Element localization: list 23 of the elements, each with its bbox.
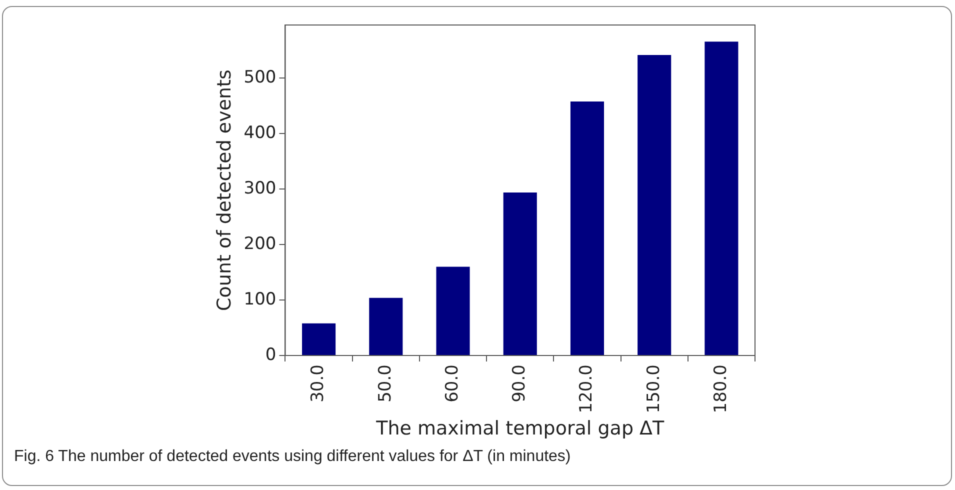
x-tick-label: 60.0: [442, 364, 462, 402]
bar: [436, 266, 470, 356]
y-tick-label: 500: [244, 68, 276, 88]
y-tick-label: 100: [244, 289, 276, 310]
x-tick-label: 120.0: [576, 364, 597, 414]
y-tick-label: 200: [244, 234, 276, 254]
x-axis-title: The maximal temporal gap ΔT: [375, 418, 665, 440]
x-tick-label: 90.0: [510, 364, 530, 402]
bar: [638, 54, 672, 356]
y-tick-label: 0: [265, 344, 276, 365]
x-tick-label: 50.0: [375, 364, 396, 402]
x-tick-label: 180.0: [710, 364, 731, 414]
y-tick-label: 400: [244, 123, 276, 144]
bar: [704, 42, 738, 356]
x-tick-label: 150.0: [644, 364, 664, 414]
caption: Fig. 6 The number of detected events using different values for ΔT (in minutes): [14, 448, 571, 466]
bar: [302, 323, 336, 356]
y-tick-label: 300: [244, 178, 276, 199]
bar: [570, 102, 604, 356]
bar: [369, 298, 403, 356]
x-tick-label: 30.0: [308, 364, 328, 402]
bar: [503, 192, 537, 356]
y-axis-title: Count of detected events: [213, 70, 236, 311]
